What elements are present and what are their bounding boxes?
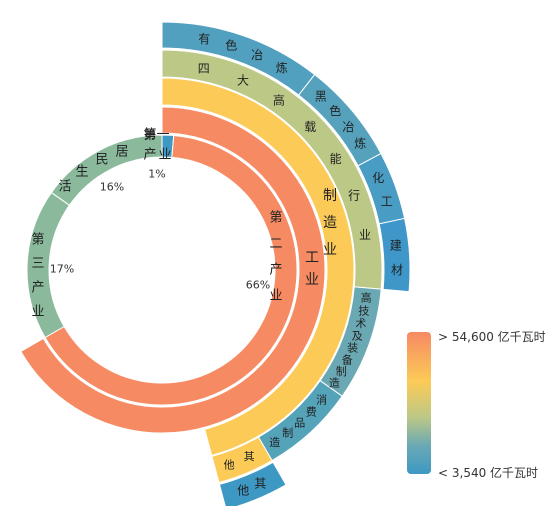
ring5-label-4-char: 他 bbox=[237, 484, 249, 498]
ring1-label-2-char: 第 bbox=[31, 233, 44, 248]
ring5-label-2-char: 化 bbox=[372, 171, 384, 185]
ring1-label-3-char: 活 bbox=[58, 180, 71, 195]
ring2-label-char: 业 bbox=[305, 272, 319, 288]
ring3-label-char: 制 bbox=[323, 188, 337, 204]
ring1-label-3-char: 民 bbox=[95, 153, 108, 168]
ring4-label-3-char: 其 bbox=[244, 450, 255, 463]
ring1-percent-label-1: 66% bbox=[246, 279, 270, 292]
ring1-label-0-char: 一 bbox=[144, 128, 156, 142]
ring5-label-3-char: 材 bbox=[391, 263, 403, 277]
ring1-label-3-char: 生 bbox=[75, 165, 88, 180]
ring4-label-1-char: 术 bbox=[355, 317, 366, 330]
ring5-segment-4[interactable] bbox=[218, 461, 287, 510]
ring1-percent-label-2: 17% bbox=[50, 263, 74, 276]
ring4-label-0-char: 四 bbox=[198, 61, 210, 75]
ring4-label-2-char: 品 bbox=[294, 417, 305, 430]
ring5-label-2-char: 工 bbox=[381, 194, 393, 208]
ring4-label-0-char: 载 bbox=[304, 120, 316, 134]
ring1-label-1-char: 二 bbox=[269, 237, 282, 252]
ring5-label-0-char: 有 bbox=[198, 32, 210, 46]
ring5-label-4-char: 其 bbox=[254, 476, 266, 490]
ring1-label-0-b: 一 bbox=[156, 128, 169, 143]
ring4-label-1-char: 高 bbox=[361, 291, 372, 305]
ring4-label-2-char: 消 bbox=[316, 393, 327, 407]
ring1-label-1-char: 产 bbox=[269, 263, 282, 278]
ring5-segment-3[interactable] bbox=[378, 217, 411, 293]
ring5-label-1-char: 炼 bbox=[354, 136, 366, 151]
ring5-label-0-char: 炼 bbox=[276, 60, 288, 75]
ring4-label-2-char: 制 bbox=[282, 427, 293, 440]
color-legend-max-label: > 54,600 亿千瓦时 bbox=[438, 329, 546, 344]
ring1-label-0-d: 业 bbox=[158, 148, 171, 163]
ring1-label-0-char: 第 bbox=[144, 128, 156, 142]
color-legend-min-label: < 3,540 亿千瓦时 bbox=[438, 465, 538, 480]
ring5-label-0-char: 冶 bbox=[251, 48, 263, 62]
ring4-label-0-char: 大 bbox=[237, 74, 249, 88]
ring5-label-1-char: 冶 bbox=[342, 120, 354, 134]
ring4-label-3-char: 他 bbox=[224, 458, 235, 471]
ring1-label-0-c: 产 bbox=[143, 148, 156, 163]
ring1-label-1-char: 业 bbox=[269, 289, 282, 304]
ring4-label-1-char: 及 bbox=[352, 330, 363, 343]
ring4-label-2-char: 费 bbox=[306, 406, 317, 419]
ring1-label-2-char: 业 bbox=[31, 305, 44, 320]
ring4-label-2-char: 造 bbox=[269, 435, 280, 449]
color-legend-bar bbox=[407, 332, 431, 474]
ring1-label-2-char: 产 bbox=[31, 281, 44, 296]
ring4-label-1-char: 备 bbox=[342, 353, 353, 367]
ring5-label-1-char: 黑 bbox=[315, 90, 327, 104]
color-legend: > 54,600 亿千瓦时 < 3,540 亿千瓦时 bbox=[407, 329, 546, 480]
ring4-segment-3[interactable] bbox=[211, 436, 273, 484]
ring1-label-3-char: 居 bbox=[115, 145, 128, 160]
sunburst-arcs bbox=[20, 21, 411, 510]
ring4-label-0-char: 能 bbox=[330, 152, 342, 166]
ring1-segment-3[interactable] bbox=[50, 134, 163, 206]
ring3-segment-0[interactable] bbox=[161, 77, 355, 457]
ring4-label-1-char: 技 bbox=[358, 304, 369, 317]
ring5-label-0-char: 色 bbox=[225, 38, 237, 52]
ring1-label-0-a: 第 bbox=[143, 128, 156, 143]
ring1-percent-label-0: 1% bbox=[148, 168, 165, 181]
ring1-label-1-char: 第 bbox=[269, 211, 282, 226]
ring4-label-1-char: 造 bbox=[329, 375, 340, 389]
ring1-percent-label-3: 16% bbox=[100, 181, 124, 194]
ring5-label-3-char: 建 bbox=[390, 238, 402, 252]
ring5-label-1-char: 色 bbox=[329, 104, 341, 118]
ring2-segment-0[interactable] bbox=[20, 106, 326, 434]
ring3-label-char: 业 bbox=[323, 242, 337, 258]
ring4-label-0-char: 行 bbox=[348, 189, 360, 203]
ring4-label-0-char: 高 bbox=[273, 92, 285, 107]
ring4-label-1-char: 装 bbox=[347, 342, 358, 355]
ring1-segment-1[interactable] bbox=[44, 134, 298, 406]
ring1-label-2-char: 三 bbox=[31, 257, 44, 272]
ring3-label-char: 造 bbox=[323, 215, 337, 231]
ring4-label-0-char: 业 bbox=[359, 228, 371, 242]
sunburst-labels: 第一第 一产 业第二产业第三产业居民生活1%66%17%16%工业制造业四大高载能行… bbox=[31, 32, 403, 498]
ring2-label-char: 工 bbox=[305, 250, 319, 266]
ring4-label-1-char: 制 bbox=[336, 365, 347, 378]
